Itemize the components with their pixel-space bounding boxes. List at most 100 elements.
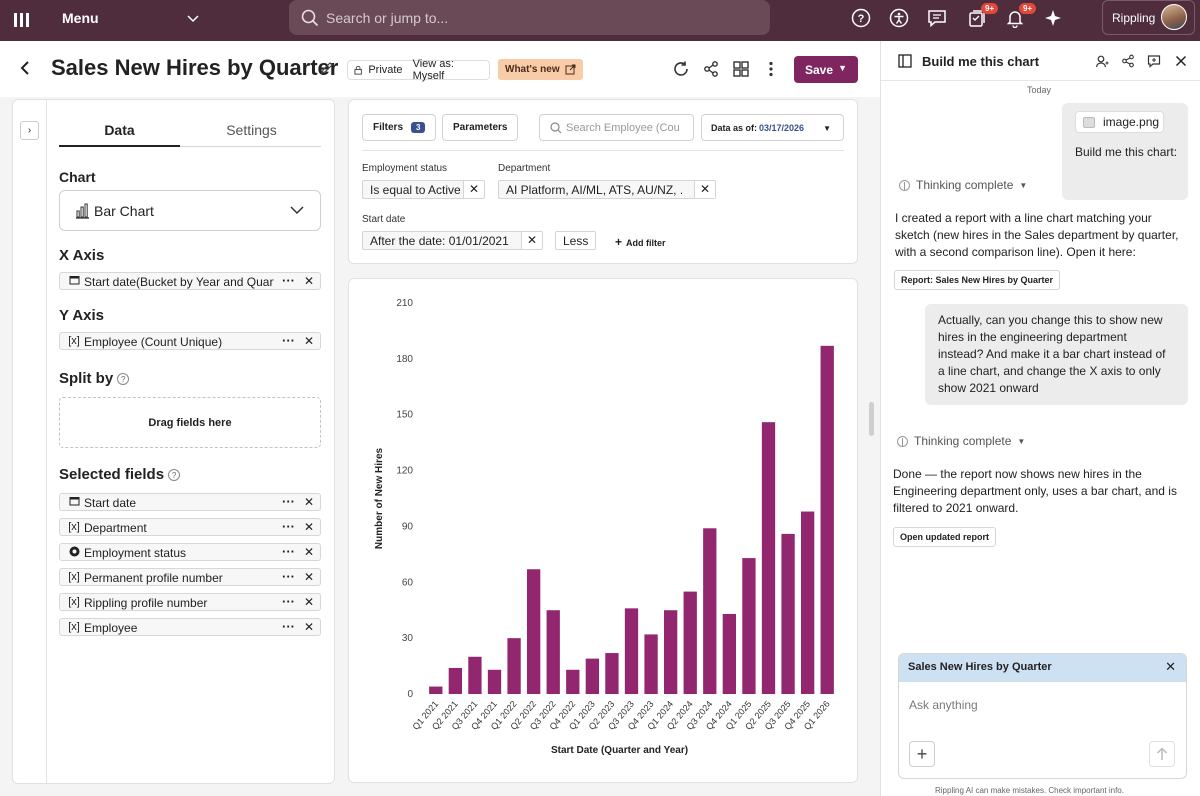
chart-bar [448, 667, 463, 694]
ai-disclaimer: Rippling AI can make mistakes. Check imp… [935, 786, 1124, 795]
y-axis-field[interactable]: [x] Employee (Count Unique) ··· ✕ [59, 332, 321, 350]
global-search[interactable]: Search or jump to... [289, 0, 770, 35]
composer: Sales New Hires by Quarter ✕ Ask anythin… [898, 653, 1187, 779]
selected-field-label: Permanent profile number [84, 571, 223, 585]
remove-filter-icon[interactable]: ✕ [694, 181, 715, 198]
tab-data[interactable]: Data [104, 122, 135, 138]
x-axis-field[interactable]: Start date(Bucket by Year and Quarter) ·… [59, 272, 321, 290]
start-date-label: Start date [362, 214, 406, 225]
start-date-value: After the date: 01/01/2021 [370, 233, 509, 248]
y-tick-label: 150 [396, 410, 413, 421]
refresh-icon[interactable] [672, 60, 690, 78]
send-button[interactable] [1149, 741, 1175, 767]
y-tick-label: 0 [407, 689, 413, 700]
pencil-icon[interactable] [320, 61, 334, 75]
sparkle-icon[interactable] [1043, 8, 1063, 28]
more-horizontal-icon[interactable]: ··· [282, 494, 295, 509]
more-horizontal-icon[interactable]: ··· [282, 619, 295, 634]
more-horizontal-icon[interactable]: ··· [282, 544, 295, 559]
chart-type-select[interactable]: Bar Chart [59, 190, 321, 231]
remove-filter-icon[interactable]: ✕ [463, 181, 484, 198]
close-icon[interactable] [1174, 54, 1188, 68]
whats-new-button[interactable]: What's new [498, 59, 583, 80]
remove-icon[interactable]: ✕ [304, 545, 315, 559]
remove-icon[interactable]: ✕ [304, 520, 315, 534]
share-icon[interactable] [1121, 54, 1135, 68]
chart-bar [526, 569, 541, 694]
x-axis-field-label: Start date(Bucket by Year and Quarter) [84, 275, 274, 289]
back-arrow-icon[interactable] [18, 60, 32, 76]
selected-field[interactable]: [x] Employee ··· ✕ [59, 618, 321, 636]
remove-icon[interactable]: ✕ [304, 620, 315, 634]
department-filter[interactable]: AI Platform, AI/ML, ATS, AU/NZ, ... ✕ [498, 180, 716, 199]
chevron-down-icon[interactable] [186, 11, 200, 25]
chat-icon[interactable] [927, 8, 947, 28]
share-icon[interactable] [702, 60, 720, 78]
more-vertical-icon[interactable] [762, 60, 780, 78]
data-as-of-select[interactable]: Data as of: 03/17/2026 ▼ [701, 114, 844, 141]
panel-resize-handle[interactable] [869, 402, 874, 436]
expand-sidebar-button[interactable]: › [20, 121, 39, 140]
remove-filter-icon[interactable]: ✕ [521, 232, 542, 249]
menu-label[interactable]: Menu [62, 10, 99, 26]
more-horizontal-icon[interactable]: ··· [282, 519, 295, 534]
assistant-title: Build me this chart [922, 54, 1040, 69]
tab-settings[interactable]: Settings [226, 122, 277, 138]
assistant-message: Done — the report now shows new hires in… [893, 467, 1177, 515]
help-icon[interactable]: ? [168, 469, 181, 481]
image-attachment[interactable]: image.png [1075, 111, 1164, 133]
selected-field[interactable]: Start date ··· ✕ [59, 493, 321, 511]
remove-icon[interactable]: ✕ [304, 274, 315, 288]
new-chat-icon[interactable] [1147, 54, 1161, 68]
page-title: Sales New Hires by Quarter [51, 55, 339, 80]
thinking-status[interactable]: Thinking complete ▼ [897, 434, 1025, 448]
remove-icon[interactable]: ✕ [304, 570, 315, 584]
y-tick-label: 60 [402, 577, 414, 588]
add-filter-button[interactable]: + Add filter [615, 235, 666, 249]
remove-icon[interactable]: ✕ [304, 334, 315, 348]
more-horizontal-icon[interactable]: ··· [282, 273, 295, 288]
visibility-controls[interactable]: Private View as: Myself [347, 58, 490, 82]
help-icon[interactable]: ? [851, 8, 871, 28]
selected-field[interactable]: Employment status ··· ✕ [59, 543, 321, 561]
close-icon[interactable]: ✕ [1165, 659, 1176, 674]
arrow-up-icon [1156, 747, 1168, 760]
more-horizontal-icon[interactable]: ··· [282, 594, 295, 609]
selected-fields-label: Selected fields? [59, 466, 181, 483]
sidebar-panel-icon[interactable] [898, 54, 912, 68]
save-button[interactable]: Save ▼ [794, 56, 858, 83]
thinking-status[interactable]: Thinking complete ▼ [899, 178, 1027, 192]
avatar[interactable] [1161, 4, 1187, 30]
remove-icon[interactable]: ✕ [304, 595, 315, 609]
report-link[interactable]: Report: Sales New Hires by Quarter [894, 270, 1061, 290]
less-button[interactable]: Less [555, 231, 597, 250]
composer-input[interactable]: Ask anything [909, 698, 978, 712]
more-horizontal-icon[interactable]: ··· [282, 569, 295, 584]
filters-button[interactable]: Filters 3 [362, 114, 437, 141]
rippling-logo[interactable] [12, 10, 32, 30]
user-add-icon[interactable] [1095, 54, 1109, 68]
start-date-filter[interactable]: After the date: 01/01/2021 ✕ [362, 231, 543, 250]
save-label: Save [805, 62, 834, 77]
open-updated-report-button[interactable]: Open updated report [893, 527, 997, 547]
parameters-button[interactable]: Parameters [442, 114, 519, 141]
accessibility-icon[interactable] [889, 8, 909, 28]
employment-status-filter[interactable]: Is equal to Active ✕ [362, 180, 485, 199]
employee-search-input[interactable]: Search Employee (Cou [539, 114, 694, 141]
split-by-dropzone[interactable]: Drag fields here [59, 397, 321, 448]
more-horizontal-icon[interactable]: ··· [282, 333, 295, 348]
account-switcher[interactable]: Rippling [1102, 0, 1195, 35]
chart-bar [468, 656, 482, 694]
bell-icon[interactable] [1005, 8, 1025, 28]
layout-icon[interactable] [732, 60, 750, 78]
remove-icon[interactable]: ✕ [304, 495, 315, 509]
chart-bar [663, 610, 678, 694]
selected-field[interactable]: [x] Permanent profile number ··· ✕ [59, 568, 321, 586]
employment-status-label: Employment status [362, 163, 448, 174]
thinking-label: Thinking complete [914, 434, 1012, 448]
attach-button[interactable]: + [909, 741, 935, 767]
selected-field[interactable]: [x] Department ··· ✕ [59, 518, 321, 536]
selected-field[interactable]: [x] Rippling profile number ··· ✕ [59, 593, 321, 611]
help-icon[interactable]: ? [117, 373, 130, 385]
